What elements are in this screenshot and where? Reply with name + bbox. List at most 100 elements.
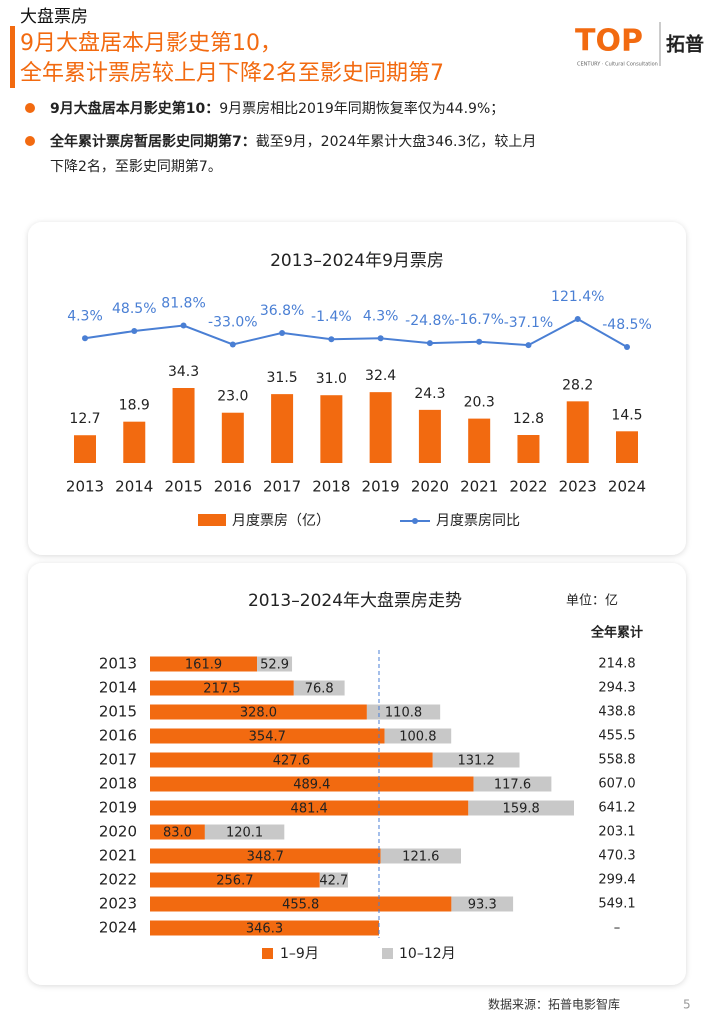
bar-label: 24.3 [414,386,445,402]
bar-label: 83.0 [163,826,192,841]
bar [150,776,474,792]
bar [150,704,367,720]
bar [369,392,392,463]
y-tick-label: 2024 [99,919,137,937]
unit: 单位：亿 [566,594,618,609]
bar [221,412,244,463]
line-point [229,341,236,348]
title-line: 9月大盘居本月影史第10， [20,31,282,56]
total-label: – [614,921,621,936]
legend-point [412,518,418,524]
bar-label: 93.3 [468,898,497,913]
title-line: 全年累计票房较上月下降2名至影史同期第7 [20,61,444,86]
bullet: 全年累计票房暂居影史同期第7：截至9月，2024年累计大盘346.3亿，较上月 [49,133,536,150]
line-point [377,335,384,342]
total-label: 455.5 [598,729,635,744]
line-label: 121.4% [551,289,604,305]
line-point [476,338,483,345]
bar-label: 42.7 [319,874,348,889]
bullet: 9月大盘居本月影史第10：9月票房相比2019年同期恢复率仅为44.9%； [50,100,504,117]
bar-label: 110.8 [385,706,422,721]
line-label: -16.7% [454,312,504,328]
bar-label: 34.3 [168,364,199,380]
bar-label: 12.8 [513,411,544,427]
y-tick-label: 2020 [99,823,137,841]
bar [616,431,638,463]
x-tick-label: 2018 [312,478,350,496]
x-tick-label: 2019 [362,478,400,496]
total-label: 203.1 [598,825,635,840]
chart-title: 2013–2024年9月票房 [270,251,444,271]
bar-label: 217.5 [203,682,240,697]
totals-title: 全年累计 [590,625,643,641]
bar [150,680,294,696]
bar-label: 28.2 [562,377,593,393]
bar [320,395,343,463]
line-point [279,329,286,336]
page-number: 5 [683,998,691,1012]
bar-label: 23.0 [217,389,248,405]
y-tick-label: 2013 [99,655,137,673]
logo-cn: 拓普 [666,33,704,56]
bar [150,896,452,912]
x-tick-label: 2016 [214,478,252,496]
bar-label: 32.4 [365,368,396,384]
bar-label: 427.6 [273,754,310,769]
line-point [180,322,187,329]
x-tick-label: 2017 [263,478,301,496]
bar [150,656,258,672]
logo-sub: CENTURY · Cultural Consultation [577,62,658,68]
bar [380,848,461,864]
x-tick-label: 2015 [164,478,202,496]
bar-label: 489.4 [293,778,330,793]
y-tick-label: 2017 [99,751,137,769]
bar [366,704,441,720]
bar [150,752,433,768]
card [28,222,686,555]
line-point [624,344,630,350]
bullet-bold: 9月大盘居本月影史第10： [50,100,219,117]
y-tick-label: 2014 [99,679,137,697]
total-label: 607.0 [598,777,635,792]
logo: TOP [575,24,643,59]
bullet-bold: 全年累计票房暂居影史同期第7： [49,133,256,150]
bar [150,824,205,840]
legend-swatch [198,514,226,526]
line-label: -37.1% [504,315,554,331]
bar [74,435,96,463]
y-tick-label: 2019 [99,799,137,817]
bar-label: 52.9 [260,658,289,673]
bar-label: 121.6 [402,850,439,865]
line-point [525,342,532,349]
bar-label: 328.0 [240,706,277,721]
bar-label: 100.8 [399,730,436,745]
bar-label: 14.5 [611,407,642,423]
bar [150,848,381,864]
bar-label: 76.8 [305,682,334,697]
total-label: 641.2 [598,801,635,816]
line-label: 4.3% [363,308,399,324]
accent-bar [10,26,15,88]
bar-label: 256.7 [216,874,253,889]
bar [418,409,441,463]
bar-label: 455.8 [282,898,319,913]
line-label: -1.4% [311,309,352,325]
bar [432,752,520,768]
line-label: 81.8% [161,296,205,312]
bar-label: 354.7 [249,730,286,745]
bar-label: 117.6 [494,778,531,793]
bar [384,728,452,744]
line-label: -24.8% [405,313,455,329]
line-point [328,336,335,343]
total-label: 294.3 [598,681,635,696]
line-label: 36.8% [260,303,304,319]
bar [517,435,540,463]
y-tick-label: 2022 [99,871,137,889]
bar [150,920,379,936]
line-label: -48.5% [602,317,652,333]
total-label: 470.3 [598,849,635,864]
legend-label: 1–9月 [280,946,319,962]
total-label: 299.4 [598,873,635,888]
total-label: 558.8 [598,753,635,768]
